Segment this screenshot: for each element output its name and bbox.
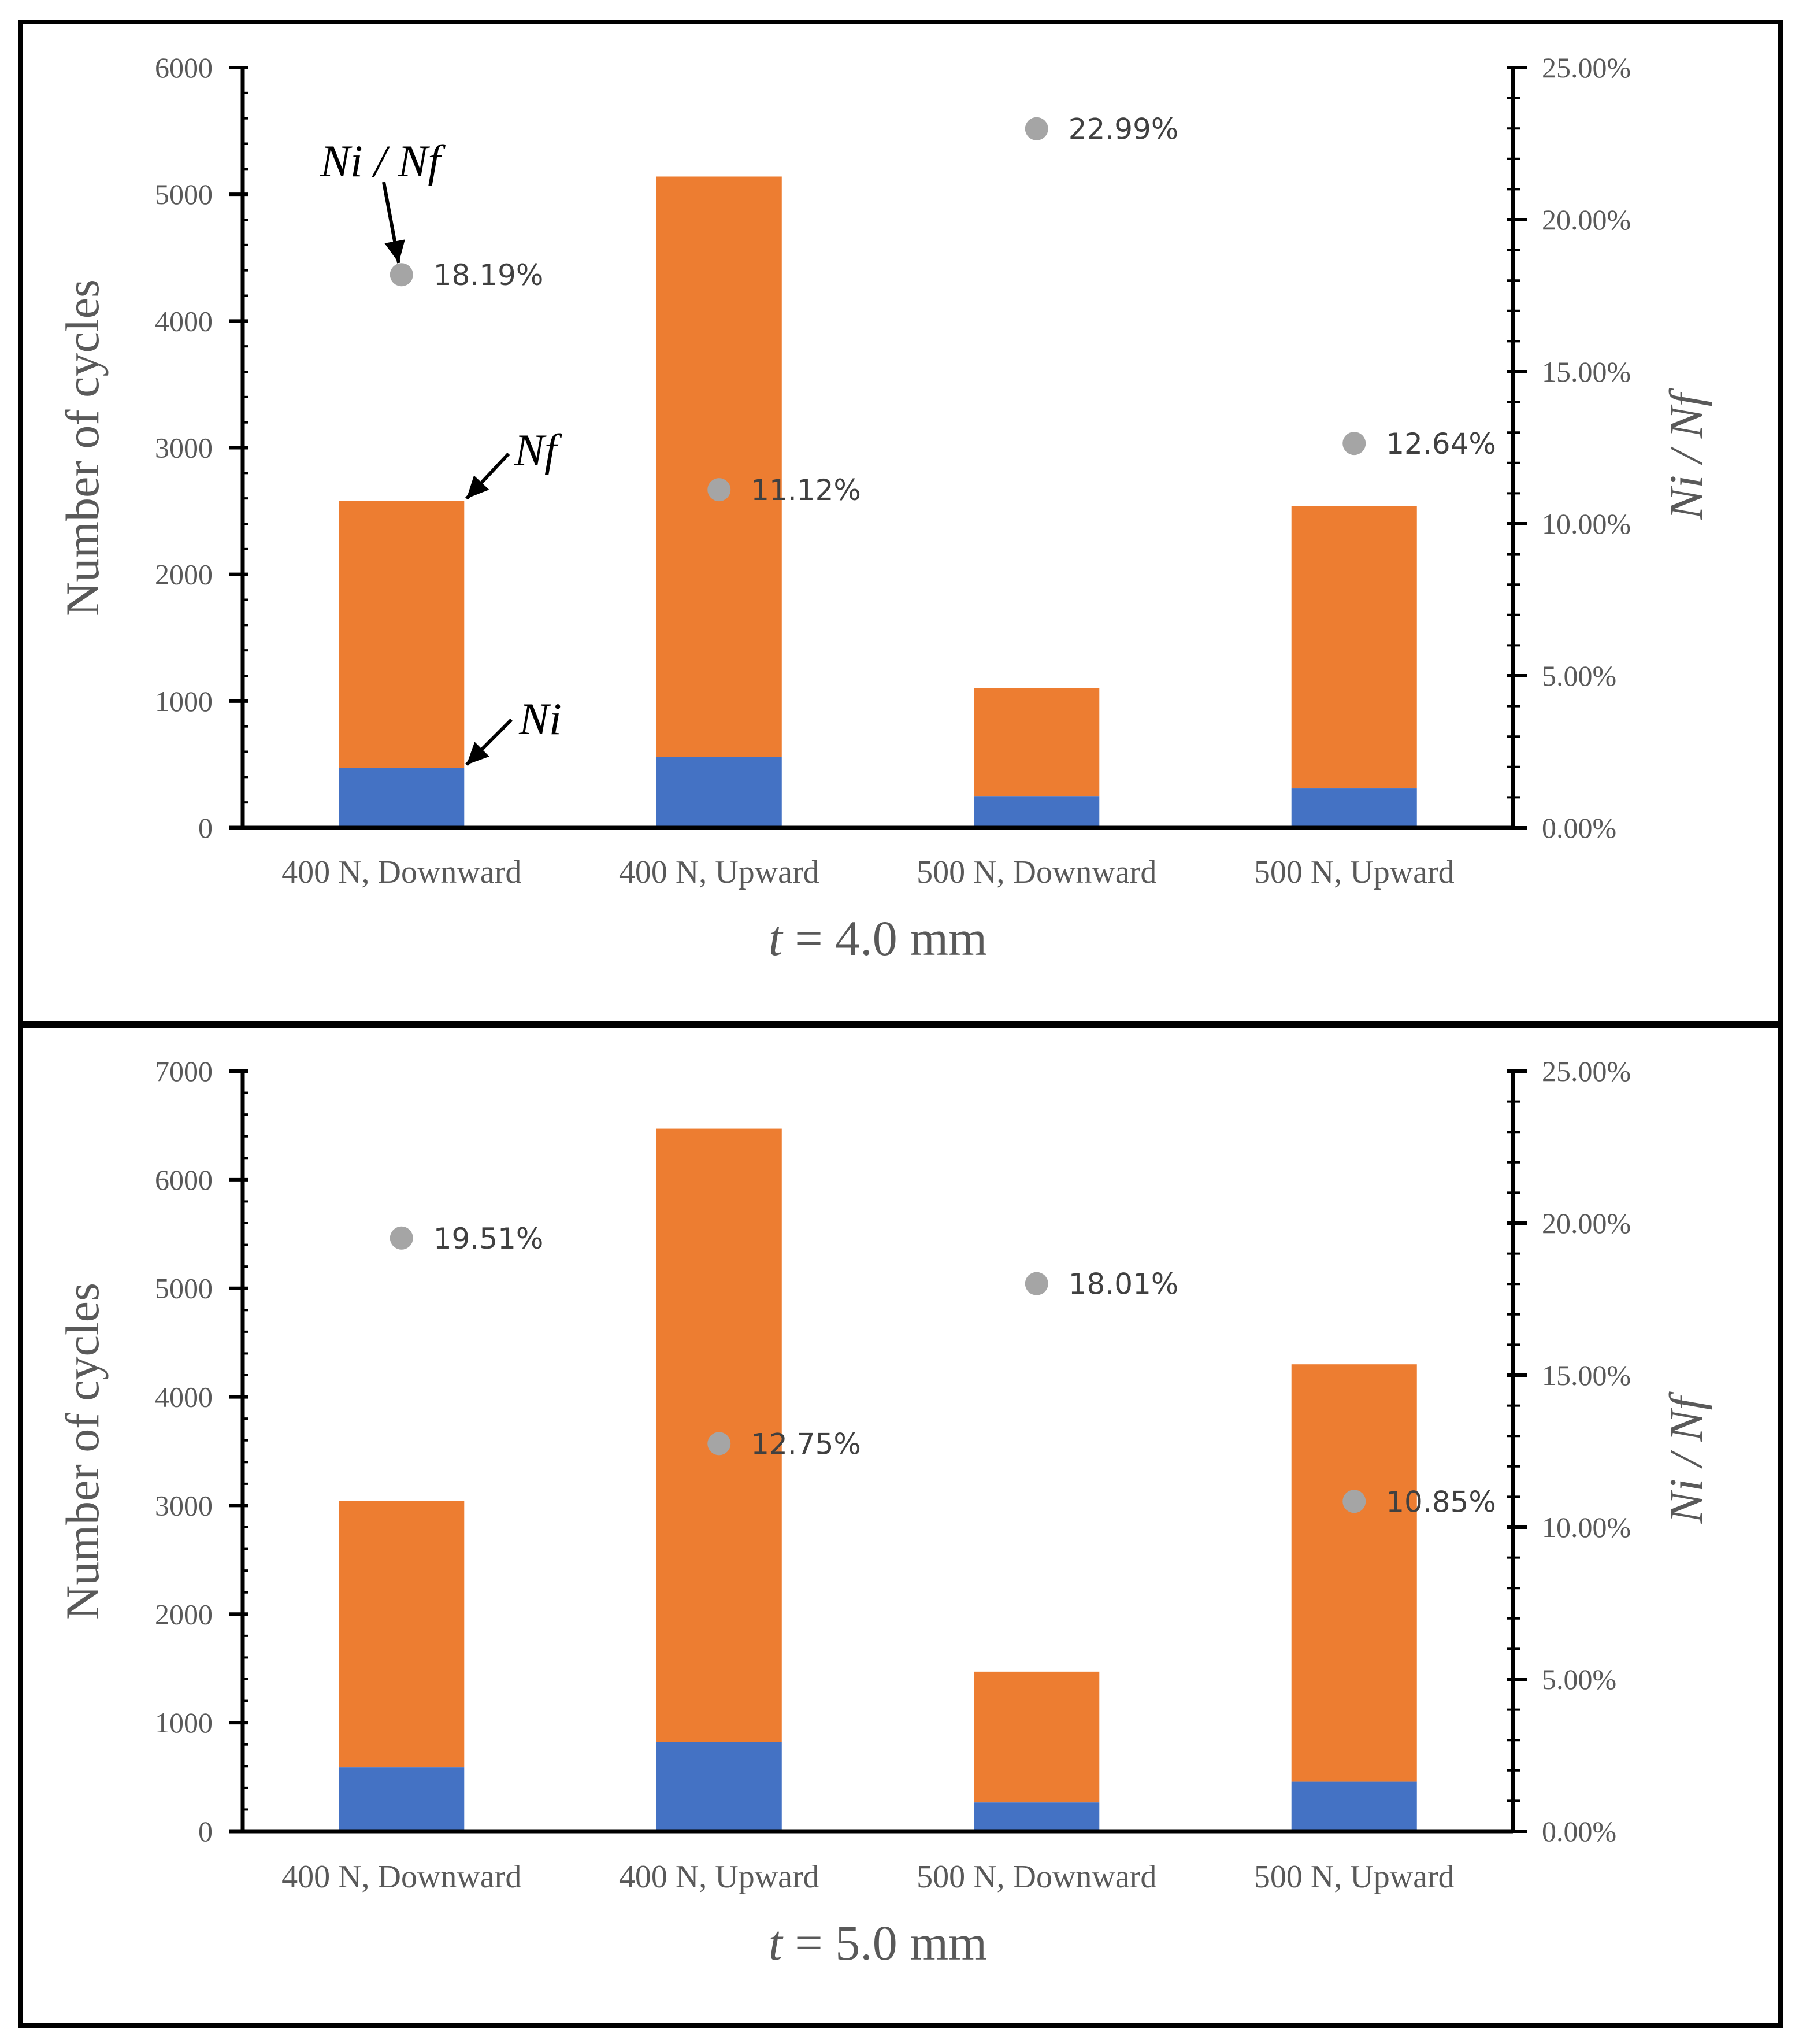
panel-title-value: = 4.0 mm [782, 910, 987, 966]
y2-tick-label: 10.00% [1542, 508, 1631, 540]
y2-tick-label: 15.00% [1542, 1359, 1631, 1391]
bar-nf [1291, 506, 1417, 789]
bar-ni [656, 757, 782, 828]
y-tick-label: 4000 [155, 305, 213, 337]
y-tick-label: 1000 [155, 685, 213, 717]
bar-ni [656, 1742, 782, 1831]
ratio-point [1025, 117, 1048, 140]
bar-ni [339, 768, 465, 828]
y-tick-label: 5000 [155, 178, 213, 210]
panel-title-variable: t [769, 1915, 784, 1971]
y-tick-label: 0 [198, 812, 213, 844]
y2-tick-label: 20.00% [1542, 1207, 1631, 1239]
y2-tick-label: 25.00% [1542, 1055, 1631, 1087]
ratio-label: 10.85% [1386, 1485, 1496, 1519]
panel-frame-bottom [18, 1023, 1783, 2028]
panel-title: t = 4.0 mm [769, 910, 987, 966]
ratio-label: 19.51% [433, 1222, 544, 1256]
category-label: 500 N, Downward [917, 1859, 1156, 1895]
y-tick-label: 2000 [155, 1598, 213, 1630]
y2-tick-label: 20.00% [1542, 203, 1631, 236]
category-label: 500 N, Upward [1254, 1859, 1455, 1895]
bar-nf [339, 1501, 465, 1768]
y2-tick-label: 0.00% [1542, 812, 1616, 844]
annotation-ratio-arrow-head [384, 239, 405, 263]
annotation-nf-arrow-head [466, 475, 489, 499]
panel-title: t = 5.0 mm [769, 1915, 987, 1971]
bar-ni [1291, 1781, 1417, 1831]
ratio-label: 12.64% [1386, 427, 1496, 461]
category-label: 500 N, Downward [917, 854, 1156, 890]
bar-ni [974, 796, 1100, 828]
ratio-label: 22.99% [1069, 113, 1179, 146]
category-label: 400 N, Downward [281, 1859, 521, 1895]
bar-nf [339, 501, 465, 768]
y2-tick-label: 10.00% [1542, 1511, 1631, 1543]
y2-tick-label: 5.00% [1542, 660, 1616, 692]
y2-tick-label: 25.00% [1542, 51, 1631, 84]
ratio-point [1342, 1490, 1366, 1513]
annotation-ratio-label: Ni / Nf [320, 136, 446, 186]
annotation-nf-label: Nf [514, 425, 562, 475]
y-tick-label: 6000 [155, 1164, 213, 1196]
annotation-ni-label: Ni [518, 694, 562, 744]
panel-title-value: = 5.0 mm [782, 1915, 987, 1971]
bar-ni [974, 1802, 1100, 1831]
y-tick-label: 7000 [155, 1055, 213, 1087]
annotation-ni-arrow-head [466, 742, 489, 765]
category-label: 400 N, Downward [281, 854, 521, 890]
category-label: 400 N, Upward [619, 854, 819, 890]
ratio-point [707, 1432, 731, 1456]
bar-nf [974, 688, 1100, 797]
ratio-label: 18.19% [433, 258, 544, 292]
y2-tick-label: 0.00% [1542, 1815, 1616, 1847]
y2-tick-label: 15.00% [1542, 356, 1631, 388]
bar-ni [1291, 788, 1417, 828]
chart-t5: 0 1000 2000 3000 4000 5000 6000 7000 0.00% 5.00% 1… [56, 1055, 1712, 1971]
y-tick-label: 3000 [155, 1489, 213, 1521]
y-axis-title: Number of cycles [56, 279, 109, 616]
y-tick-label: 1000 [155, 1706, 213, 1739]
y-tick-label: 3000 [155, 432, 213, 464]
category-label: 500 N, Upward [1254, 854, 1455, 890]
y-tick-label: 5000 [155, 1272, 213, 1305]
category-label: 400 N, Upward [619, 1859, 819, 1895]
ratio-point [1025, 1272, 1048, 1295]
ratio-label: 18.01% [1069, 1268, 1179, 1301]
y-tick-label: 2000 [155, 558, 213, 591]
panel-title-variable: t [769, 910, 784, 966]
y-tick-label: 4000 [155, 1381, 213, 1413]
ratio-label: 12.75% [751, 1427, 861, 1461]
ratio-label: 11.12% [751, 473, 861, 507]
panel-frames [18, 20, 1783, 2028]
y2-axis-title: Ni / Nf [1660, 1391, 1712, 1524]
bar-nf [1291, 1364, 1417, 1782]
bar-nf [656, 176, 782, 757]
chart-t4: 0 1000 2000 3000 4000 5000 6000 0.00% 5.00% 10.00… [56, 51, 1712, 966]
bar-ni [339, 1767, 465, 1831]
y2-axis-title: Ni / Nf [1660, 387, 1712, 520]
y2-tick-label: 5.00% [1542, 1663, 1616, 1695]
ratio-point [707, 478, 731, 502]
y-tick-label: 6000 [155, 51, 213, 84]
ratio-point [1342, 432, 1366, 456]
y-axis-title: Number of cycles [56, 1283, 109, 1620]
y-tick-label: 0 [198, 1815, 213, 1847]
ratio-point [390, 1226, 413, 1250]
ratio-point [390, 263, 413, 287]
bar-nf [974, 1671, 1100, 1803]
